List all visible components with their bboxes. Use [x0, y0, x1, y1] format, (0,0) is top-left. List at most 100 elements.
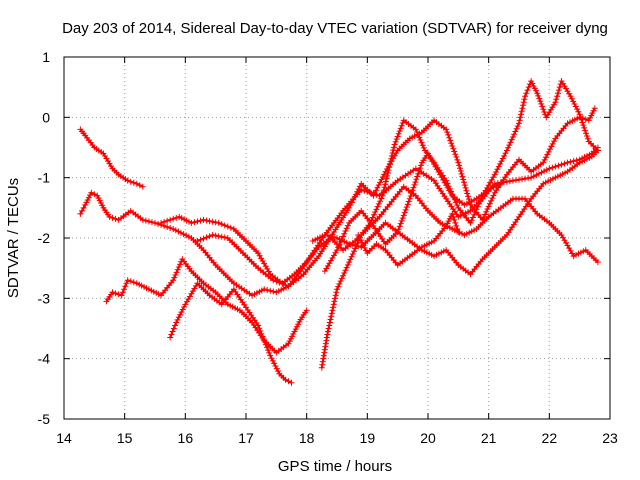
- data-point: [133, 180, 140, 187]
- data-point: [118, 292, 125, 299]
- data-point: [355, 186, 362, 193]
- data-point: [185, 233, 192, 240]
- data-point: [455, 159, 462, 166]
- data-point: [406, 195, 413, 202]
- data-point: [361, 187, 368, 194]
- data-point: [279, 280, 286, 287]
- x-tick-label: 18: [299, 430, 315, 446]
- data-point: [164, 217, 171, 224]
- data-point: [77, 210, 84, 217]
- data-point: [209, 218, 216, 225]
- data-point: [270, 277, 277, 284]
- data-point: [333, 289, 340, 296]
- data-point: [505, 144, 512, 151]
- data-point: [355, 243, 362, 250]
- data-point: [175, 228, 182, 235]
- data-point: [417, 165, 424, 172]
- data-point: [516, 117, 523, 124]
- data-point: [378, 176, 385, 183]
- data-point: [321, 231, 328, 238]
- series-line: [105, 258, 308, 354]
- data-point: [172, 271, 179, 278]
- data-point: [449, 210, 456, 217]
- data-point: [378, 195, 385, 202]
- data-point: [341, 230, 348, 237]
- data-point: [342, 267, 349, 274]
- data-point: [379, 173, 386, 180]
- data-point: [458, 170, 465, 177]
- data-point: [343, 225, 350, 232]
- data-point: [385, 167, 392, 174]
- y-tick-label: -4: [38, 351, 51, 367]
- data-point: [357, 237, 364, 244]
- data-point: [170, 277, 177, 284]
- data-point: [320, 355, 327, 362]
- data-point: [455, 228, 462, 235]
- data-point: [548, 143, 555, 150]
- data-point: [523, 90, 530, 97]
- data-point: [175, 264, 182, 271]
- data-point: [268, 355, 275, 362]
- data-point: [384, 172, 391, 179]
- data-point: [215, 233, 222, 240]
- data-point: [392, 138, 399, 145]
- data-point: [262, 341, 269, 348]
- data-point: [521, 96, 528, 103]
- data-point: [256, 325, 263, 332]
- data-point: [549, 140, 556, 147]
- data-point: [415, 170, 422, 177]
- data-point: [124, 277, 131, 284]
- data-point: [380, 189, 387, 196]
- data-point: [340, 272, 347, 279]
- data-point: [355, 231, 362, 238]
- data-point: [323, 334, 330, 341]
- data-point: [206, 233, 213, 240]
- data-point: [174, 266, 181, 273]
- data-point: [173, 214, 180, 221]
- data-point: [377, 198, 384, 205]
- data-point: [469, 214, 476, 221]
- data-point: [456, 165, 463, 172]
- data-point: [418, 162, 424, 169]
- data-point: [522, 175, 529, 182]
- data-point: [567, 93, 574, 100]
- y-tick-label: -2: [38, 230, 51, 246]
- data-point: [506, 142, 513, 149]
- data-point: [549, 164, 556, 171]
- data-point: [457, 168, 464, 175]
- data-point: [276, 279, 283, 286]
- data-point: [381, 184, 388, 191]
- data-point: [373, 206, 380, 213]
- data-point: [218, 221, 225, 228]
- x-tick-label: 22: [542, 430, 558, 446]
- data-point: [158, 219, 165, 226]
- data-point: [568, 95, 575, 102]
- data-point: [567, 158, 574, 165]
- data-point: [321, 349, 328, 356]
- data-point: [473, 206, 480, 213]
- data-point: [551, 138, 558, 145]
- series-track-4: [167, 280, 295, 386]
- data-point: [450, 145, 457, 152]
- data-point: [323, 337, 330, 344]
- data-point: [561, 160, 568, 167]
- series-track-10: [355, 210, 462, 269]
- data-point: [512, 128, 519, 135]
- data-point: [331, 298, 338, 305]
- series-track-1: [77, 126, 146, 190]
- series-track-2: [77, 144, 601, 299]
- data-point: [399, 215, 406, 222]
- x-axis-label: GPS time / hours: [278, 458, 392, 475]
- data-point: [491, 171, 498, 178]
- data-point: [318, 364, 325, 371]
- data-point: [139, 183, 146, 190]
- x-tick-label: 23: [602, 430, 618, 446]
- data-point: [106, 213, 113, 220]
- data-point: [327, 233, 334, 240]
- data-point: [459, 173, 466, 180]
- data-point: [488, 197, 495, 204]
- data-point: [369, 214, 376, 221]
- data-point: [518, 108, 525, 115]
- data-point: [460, 179, 467, 186]
